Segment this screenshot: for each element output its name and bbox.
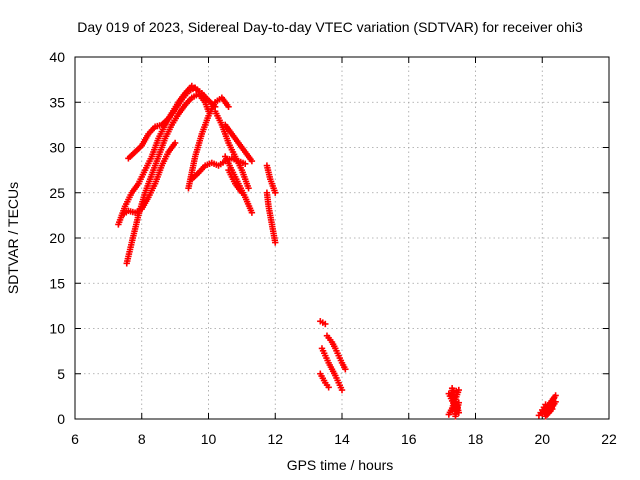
series-track-r <box>535 392 559 420</box>
y-tick-label: 30 <box>49 140 65 156</box>
y-tick-labels: 0 5 10 15 20 25 30 35 40 <box>49 49 65 427</box>
data-point <box>238 189 246 196</box>
y-tick-label: 25 <box>49 185 65 201</box>
y-tick-label: 20 <box>49 230 65 246</box>
grid <box>75 57 609 419</box>
series-track-q <box>445 385 463 420</box>
chart-title: Day 019 of 2023, Sidereal Day-to-day VTE… <box>77 19 583 35</box>
series-track-o <box>317 370 332 391</box>
x-tick-label: 12 <box>267 431 283 447</box>
x-tick-label: 10 <box>201 431 217 447</box>
series-track-j <box>225 166 246 196</box>
x-tick-label: 14 <box>334 431 350 447</box>
x-axis-label: GPS time / hours <box>287 457 394 473</box>
y-tick-label: 40 <box>49 49 65 65</box>
y-tick-label: 5 <box>57 366 65 382</box>
data-point <box>338 386 346 394</box>
data-points <box>115 82 559 420</box>
series-track-h <box>221 121 256 165</box>
series-track-b <box>123 90 212 267</box>
data-point <box>325 384 332 391</box>
series-track-n <box>323 332 349 373</box>
data-point <box>322 320 329 328</box>
data-point <box>242 160 249 167</box>
data-point <box>248 209 256 216</box>
series-track-k <box>263 162 279 196</box>
x-tick-label: 6 <box>71 431 79 447</box>
y-tick-label: 35 <box>49 94 65 110</box>
series-track-g <box>211 108 252 192</box>
data-point <box>272 189 279 196</box>
x-tick-label: 18 <box>468 431 484 447</box>
series-track-e <box>185 94 232 192</box>
x-tick-label: 16 <box>401 431 417 447</box>
data-point <box>245 185 252 192</box>
y-tick-label: 10 <box>49 321 65 337</box>
series-track-p <box>317 318 329 328</box>
x-tick-labels: 6 8 10 12 14 16 18 20 22 <box>71 431 617 447</box>
data-point <box>225 103 232 110</box>
data-point <box>272 239 279 246</box>
x-tick-label: 8 <box>138 431 146 447</box>
series-track-c <box>125 84 219 162</box>
series-track-m <box>318 345 346 394</box>
series-track-l <box>263 189 279 246</box>
series-track-d <box>118 139 179 219</box>
data-point <box>248 157 256 165</box>
data-point <box>342 366 349 373</box>
data-point <box>171 139 179 147</box>
y-tick-label: 0 <box>57 411 65 427</box>
data-point <box>549 405 556 413</box>
y-tick-label: 15 <box>49 275 65 291</box>
x-tick-label: 20 <box>534 431 550 447</box>
data-point <box>455 399 463 406</box>
x-tick-label: 22 <box>601 431 617 447</box>
y-axis-label: SDTVAR / TECUs <box>5 182 21 294</box>
